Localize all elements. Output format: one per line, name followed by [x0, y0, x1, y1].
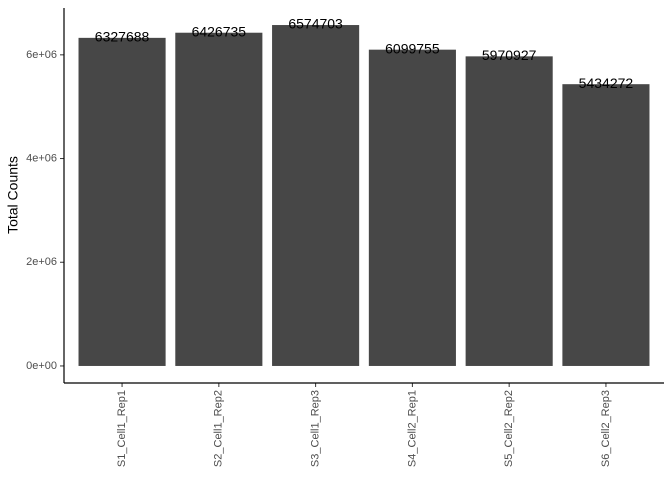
bar — [175, 32, 263, 366]
bar — [465, 56, 553, 366]
x-tick-label: S1_Cell1_Rep1 — [116, 390, 128, 467]
y-tick-label: 6e+06 — [26, 49, 57, 61]
value-label: 6327688 — [95, 29, 150, 45]
y-axis-title: Total Counts — [5, 156, 21, 234]
value-label: 5434272 — [579, 75, 634, 91]
bar — [562, 84, 650, 366]
bar — [272, 25, 360, 366]
x-tick-label: S2_Cell1_Rep2 — [213, 390, 225, 467]
x-tick-label: S5_Cell2_Rep2 — [503, 390, 515, 467]
y-tick-label: 0e+00 — [26, 360, 57, 372]
y-tick-label: 4e+06 — [26, 152, 57, 164]
x-tick-label: S3_Cell1_Rep3 — [310, 390, 322, 467]
value-label: 6574703 — [288, 16, 343, 32]
value-label: 6426735 — [192, 23, 247, 39]
x-tick-label: S6_Cell2_Rep3 — [600, 390, 612, 467]
value-label: 5970927 — [482, 47, 537, 63]
x-tick-label: S4_Cell2_Rep1 — [406, 390, 418, 467]
bar — [78, 37, 166, 366]
y-tick-label: 2e+06 — [26, 256, 57, 268]
value-label: 6099755 — [385, 40, 440, 56]
bar — [368, 49, 456, 366]
